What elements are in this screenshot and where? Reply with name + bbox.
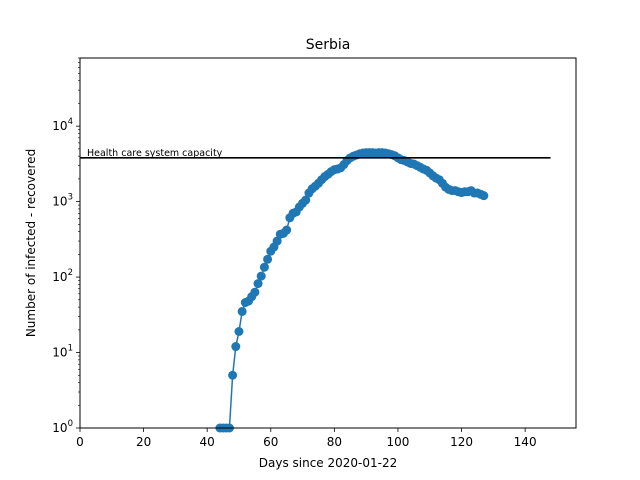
data-point (234, 327, 244, 337)
x-tick-label: 100 (386, 435, 409, 449)
data-point (282, 225, 292, 235)
y-tick-label: 103 (52, 193, 73, 209)
data-point (231, 342, 241, 352)
data-point (259, 262, 269, 272)
x-tick-label: 0 (76, 435, 84, 449)
data-point (301, 195, 311, 205)
data-point (228, 370, 238, 380)
axes-frame (79, 57, 577, 429)
y-axis-label: Number of infected - recovered (24, 149, 38, 337)
x-tick-label: 120 (450, 435, 473, 449)
y-tick-label: 100 (52, 419, 73, 435)
data-point (263, 254, 273, 264)
y-tick-label: 102 (52, 268, 73, 284)
x-axis-label: Days since 2020-01-22 (259, 456, 398, 470)
x-tick-label: 140 (514, 435, 537, 449)
data-point (272, 236, 282, 246)
data-point (250, 287, 260, 297)
x-tick-label: 40 (200, 435, 215, 449)
y-tick-label: 101 (52, 344, 73, 360)
plot-area: Health care system capacity (80, 148, 551, 433)
y-axis: 100 101 102 103 104 (52, 57, 80, 435)
chart-title: Serbia (306, 37, 351, 53)
data-point (237, 306, 247, 316)
capacity-label: Health care system capacity (87, 148, 223, 159)
y-tick-label: 104 (52, 117, 73, 133)
x-axis: 0 20 40 60 80 100 120 140 (76, 428, 537, 449)
x-tick-label: 60 (263, 435, 278, 449)
x-tick-label: 20 (136, 435, 151, 449)
data-point (256, 271, 266, 281)
data-point (253, 279, 263, 289)
x-tick-label: 80 (327, 435, 342, 449)
data-point (479, 191, 489, 201)
